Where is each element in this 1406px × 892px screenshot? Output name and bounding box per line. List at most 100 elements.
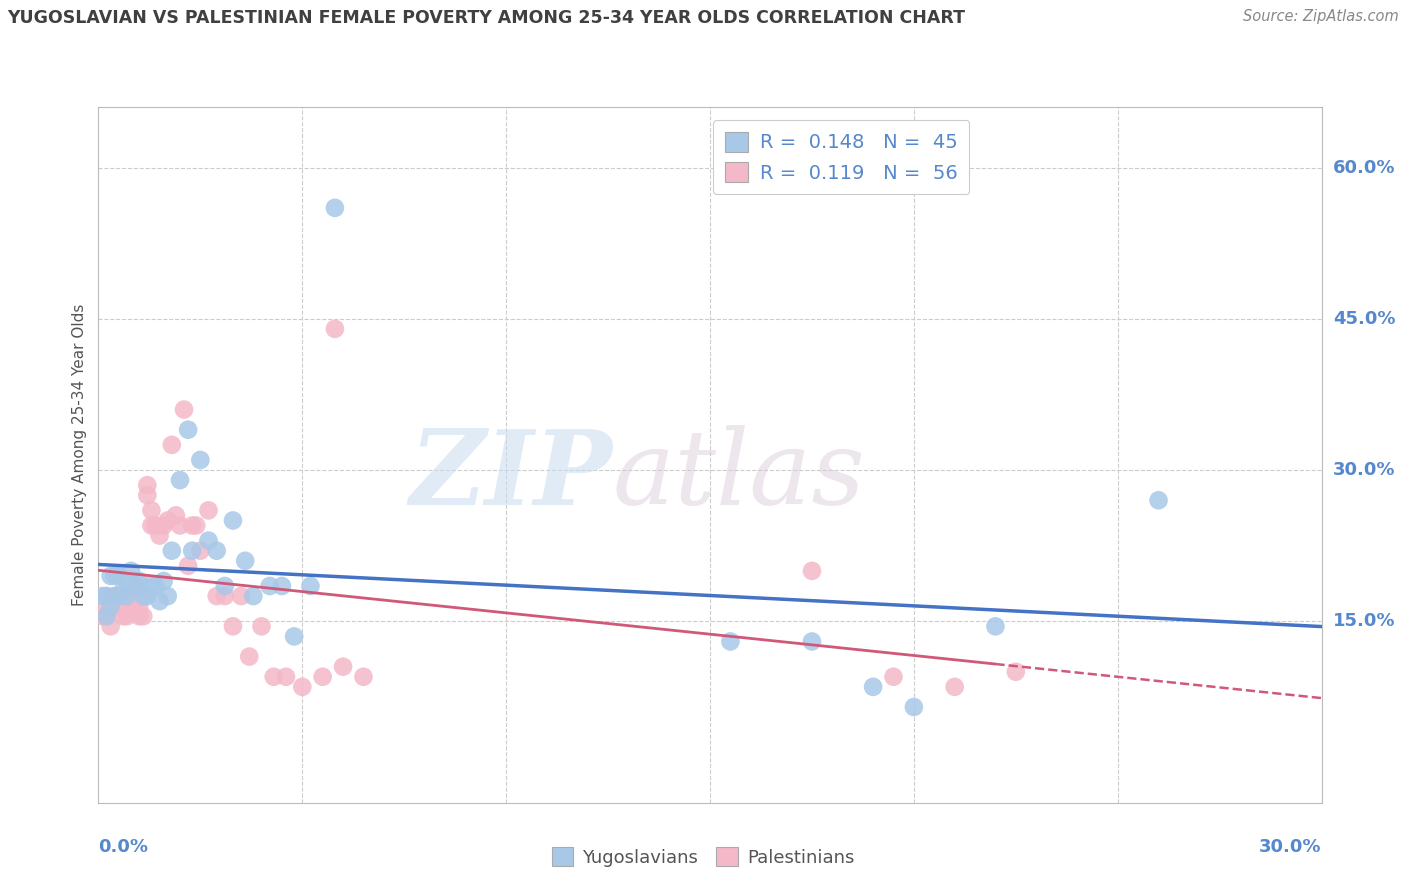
Point	[188, 543, 212, 558]
Point	[100, 619, 122, 633]
Point	[111, 589, 134, 603]
Point	[145, 579, 167, 593]
Text: 30.0%: 30.0%	[1333, 461, 1395, 479]
Point	[160, 438, 183, 452]
Point	[1004, 665, 1026, 679]
Point	[197, 533, 219, 548]
Text: YUGOSLAVIAN VS PALESTINIAN FEMALE POVERTY AMONG 25-34 YEAR OLDS CORRELATION CHAR: YUGOSLAVIAN VS PALESTINIAN FEMALE POVERT…	[7, 9, 965, 27]
Point	[801, 634, 824, 648]
Point	[1147, 493, 1170, 508]
Point	[181, 518, 204, 533]
Point	[283, 629, 305, 643]
Point	[96, 589, 118, 603]
Text: 0.0%: 0.0%	[98, 838, 149, 856]
Point	[323, 201, 346, 215]
Point	[124, 579, 146, 593]
Point	[136, 589, 159, 603]
Point	[242, 589, 264, 603]
Point	[132, 589, 155, 603]
Text: Source: ZipAtlas.com: Source: ZipAtlas.com	[1243, 9, 1399, 24]
Point	[238, 649, 260, 664]
Text: 15.0%: 15.0%	[1333, 612, 1395, 631]
Point	[165, 508, 187, 523]
Point	[115, 574, 138, 588]
Point	[141, 503, 163, 517]
Text: atlas: atlas	[612, 425, 865, 526]
Point	[177, 558, 200, 573]
Point	[233, 554, 256, 568]
Point	[108, 569, 131, 583]
Point	[299, 579, 322, 593]
Point	[323, 322, 346, 336]
Point	[250, 619, 273, 633]
Point	[132, 609, 155, 624]
Point	[222, 619, 245, 633]
Point	[128, 579, 150, 593]
Y-axis label: Female Poverty Among 25-34 Year Olds: Female Poverty Among 25-34 Year Olds	[72, 304, 87, 606]
Point	[141, 579, 163, 593]
Point	[156, 589, 179, 603]
Point	[111, 609, 134, 624]
Point	[169, 518, 191, 533]
Point	[108, 589, 131, 603]
Point	[259, 579, 281, 593]
Point	[197, 503, 219, 517]
Point	[149, 528, 172, 542]
Point	[156, 513, 179, 527]
Point	[801, 564, 824, 578]
Point	[104, 569, 127, 583]
Point	[205, 543, 228, 558]
Point	[149, 594, 172, 608]
Point	[173, 402, 195, 417]
Point	[186, 518, 208, 533]
Point	[100, 599, 122, 614]
Point	[270, 579, 294, 593]
Point	[96, 609, 118, 624]
Point	[111, 584, 134, 599]
Legend: Yugoslavians, Palestinians: Yugoslavians, Palestinians	[544, 840, 862, 874]
Point	[115, 589, 138, 603]
Point	[205, 589, 228, 603]
Text: 45.0%: 45.0%	[1333, 310, 1395, 327]
Text: ZIP: ZIP	[409, 425, 612, 526]
Point	[152, 518, 174, 533]
Point	[91, 609, 114, 624]
Point	[943, 680, 966, 694]
Point	[862, 680, 884, 694]
Point	[120, 564, 142, 578]
Text: 30.0%: 30.0%	[1260, 838, 1322, 856]
Point	[91, 599, 114, 614]
Point	[124, 599, 146, 614]
Point	[120, 589, 142, 603]
Point	[91, 589, 114, 603]
Point	[169, 473, 191, 487]
Point	[120, 599, 142, 614]
Point	[100, 599, 122, 614]
Point	[104, 599, 127, 614]
Point	[984, 619, 1007, 633]
Point	[152, 574, 174, 588]
Point	[214, 589, 236, 603]
Point	[100, 569, 122, 583]
Point	[181, 543, 204, 558]
Point	[145, 518, 167, 533]
Point	[160, 543, 183, 558]
Point	[115, 609, 138, 624]
Point	[214, 579, 236, 593]
Point	[177, 423, 200, 437]
Point	[136, 488, 159, 502]
Point	[96, 589, 118, 603]
Point	[718, 634, 742, 648]
Point	[352, 670, 374, 684]
Point	[108, 599, 131, 614]
Point	[128, 574, 150, 588]
Point	[883, 670, 905, 684]
Legend: R =  0.148   N =  45, R =  0.119   N =  56: R = 0.148 N = 45, R = 0.119 N = 56	[713, 120, 969, 194]
Point	[188, 453, 212, 467]
Point	[128, 599, 150, 614]
Text: 60.0%: 60.0%	[1333, 159, 1395, 177]
Point	[312, 670, 335, 684]
Point	[291, 680, 314, 694]
Point	[141, 518, 163, 533]
Point	[104, 589, 127, 603]
